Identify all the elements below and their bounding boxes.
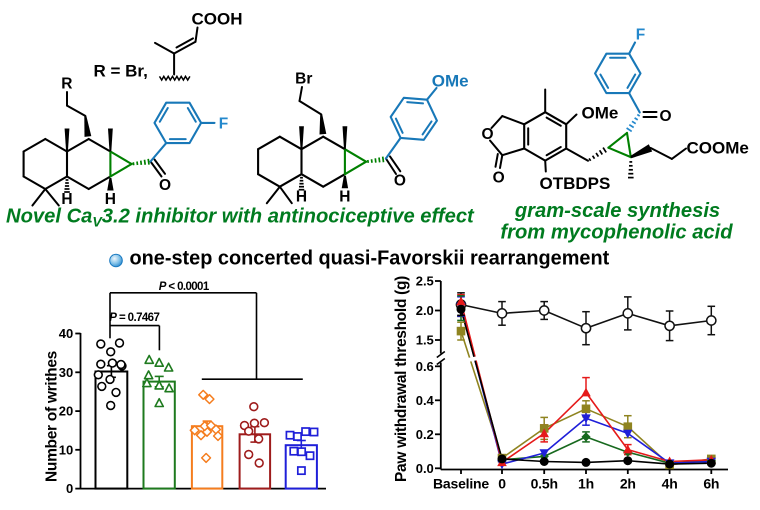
svg-text:P < 0.0001: P < 0.0001 [159,281,210,293]
svg-text:O: O [481,126,493,143]
svg-text:O: O [659,108,671,125]
svg-text:2h: 2h [620,475,636,491]
svg-text:Br: Br [295,71,312,88]
svg-text:0: 0 [66,481,73,496]
svg-text:O: O [394,172,406,189]
svg-text:2.0: 2.0 [416,303,434,318]
svg-text:0.5h: 0.5h [531,475,558,491]
svg-text:0.2: 0.2 [416,427,434,442]
svg-text:P = 0.7467: P = 0.7467 [109,312,159,324]
svg-text:10: 10 [59,442,73,457]
svg-text:40: 40 [59,326,73,341]
svg-text:OMe: OMe [582,104,619,123]
svg-text:0.4: 0.4 [416,393,435,408]
svg-text:6h: 6h [703,475,719,491]
svg-text:COOH: COOH [192,10,243,29]
svg-text:OMe: OMe [432,72,469,91]
svg-text:O: O [493,170,505,187]
svg-text:OTBDPS: OTBDPS [540,174,611,193]
svg-text:4h: 4h [662,475,678,491]
svg-text:0: 0 [498,475,506,491]
svg-text:Number of writhes: Number of writhes [44,351,61,482]
svg-text:0.6: 0.6 [416,359,434,374]
svg-text:COOMe: COOMe [687,139,749,158]
svg-text:F: F [219,116,228,133]
svg-text:H: H [105,191,116,208]
svg-text:2.5: 2.5 [416,274,434,289]
svg-text:1h: 1h [578,475,594,491]
svg-text:1.5: 1.5 [416,333,434,348]
svg-text:20: 20 [59,404,73,419]
svg-text:R: R [61,76,72,93]
svg-text:one-step concerted quasi-Favor: one-step concerted quasi-Favorskii rearr… [130,248,610,270]
svg-text:H: H [339,189,350,206]
svg-text:H: H [296,189,307,206]
svg-text:0.0: 0.0 [416,461,434,476]
svg-text:30: 30 [59,365,73,380]
svg-text:Novel CaV3.2 inhibitor with an: Novel CaV3.2 inhibitor with antinocicept… [6,206,475,230]
svg-text:gram-scale synthesis: gram-scale synthesis [514,200,720,222]
svg-text:Paw withdrawal threshold (g): Paw withdrawal threshold (g) [393,276,410,482]
svg-text:O: O [159,177,171,194]
svg-text:Baseline: Baseline [433,475,489,491]
svg-text:F: F [636,27,645,44]
svg-text:R = Br,: R = Br, [94,62,148,81]
svg-text:from mycophenolic acid: from mycophenolic acid [500,222,733,244]
svg-text:H: H [61,191,72,208]
